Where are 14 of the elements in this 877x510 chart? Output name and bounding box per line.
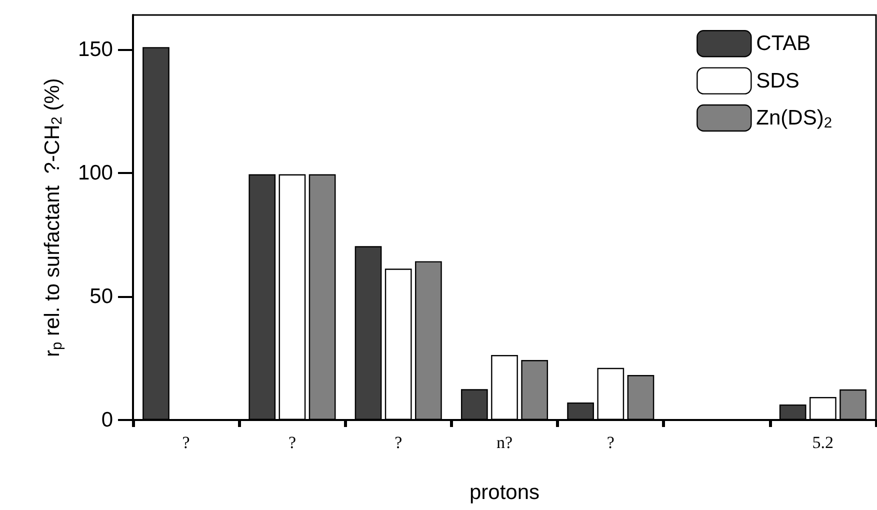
x-axis-title: protons: [469, 481, 540, 504]
x-tick-label: ?: [182, 433, 190, 452]
x-tick-label: ?: [606, 433, 614, 452]
legend-label: CTAB: [756, 32, 811, 56]
x-tick-label: ?: [394, 433, 402, 452]
x-tick-label: 5.2: [812, 433, 834, 452]
y-axis-title: rp rel. to surfactant ?-CH2 (%): [40, 78, 66, 357]
y-tick-label: 50: [90, 285, 113, 308]
y-tick-label: 150: [78, 38, 113, 62]
legend-label: SDS: [756, 69, 800, 92]
y-tick-label: 0: [101, 408, 113, 432]
x-tick-label: ?: [288, 433, 296, 452]
y-tick-label: 100: [78, 162, 113, 185]
x-tick-label: n?: [496, 433, 513, 452]
